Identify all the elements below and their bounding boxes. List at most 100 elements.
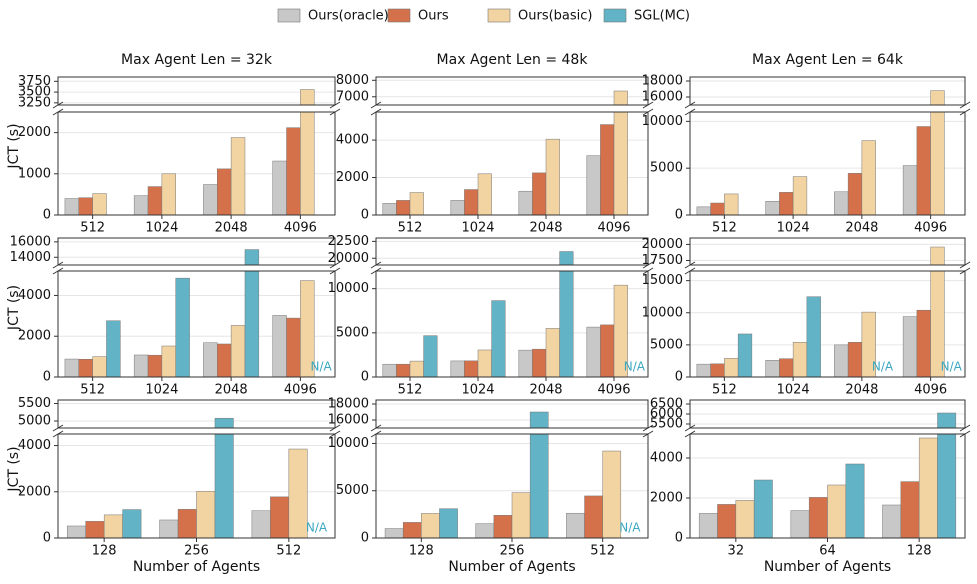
bar [710,202,725,216]
y-tick-label: 6500 [650,397,683,412]
bar [230,137,246,216]
y-tick-label: 0 [361,208,369,223]
bar [717,504,737,539]
bar [177,509,197,539]
axis-break [375,105,649,112]
legend-swatch [387,8,411,23]
break-mark [329,424,341,432]
bar [64,358,80,378]
y-tick-label: 4000 [650,451,683,466]
y-tick-label: 3250 [18,95,51,110]
bar [230,325,246,378]
bar [696,363,711,378]
axis-break [689,265,966,271]
bar [286,317,301,378]
break-mark [684,101,696,109]
y-tick-label: 2000 [18,125,51,140]
y-tick-label: 2000 [18,484,51,499]
y-tick-label: 16000 [328,413,369,428]
x-tick-label: 1024 [777,383,810,398]
bar [491,300,506,378]
bar [409,360,424,378]
x-tick-label: 1024 [461,383,494,398]
y-tick-label: 2000 [650,491,683,506]
break-mark [52,108,64,116]
y-tick-label: 7000 [336,89,369,104]
y-axis-label: JCT (s) [6,285,22,331]
y-tick-label: 5000 [336,483,369,498]
bar [834,344,849,378]
legend-swatch [603,8,627,23]
bar [270,496,290,539]
y-tick-label: 5000 [650,337,683,352]
bar [600,324,615,378]
legend-label: SGL(MC) [634,9,690,24]
x-tick-label: 256 [500,544,525,559]
axes-frame [689,433,966,539]
break-mark [642,261,654,269]
panel-title: Max Agent Len = 64k [752,52,904,68]
bar [584,495,603,539]
bar [64,198,80,216]
x-tick-label: 1024 [461,221,494,236]
x-tick-label: 1024 [777,221,810,236]
axes-frame [689,76,966,106]
na-label: N/A [619,521,641,535]
bar [518,190,533,216]
bar [792,342,808,378]
break-mark [642,424,654,432]
bar [161,345,176,378]
y-tick-label: 6000 [650,407,683,422]
x-tick-label: 2048 [215,221,248,236]
axes-frame [375,76,649,106]
break-mark [370,424,382,432]
bar [409,192,424,216]
bar [493,515,513,539]
break-mark [642,108,654,116]
bar [602,450,622,539]
bar [203,184,218,216]
y-tick-label: 5500 [650,417,683,432]
y-tick-label: 4000 [18,438,51,453]
bar [861,140,876,216]
y-tick-label: 5000 [336,325,369,340]
bar [122,509,142,539]
x-tick-label: 32 [728,544,745,559]
bar [78,359,93,378]
break-mark [329,108,341,116]
bar [92,193,107,216]
bar [545,328,560,378]
bar [918,437,938,539]
bar [272,315,287,378]
axes-frame [689,270,966,378]
bar [66,525,86,539]
bar [92,356,107,378]
y-tick-label: 0 [43,370,51,385]
break-mark [329,101,341,109]
y-tick-label: 10000 [642,114,683,129]
bar [85,521,105,539]
y-tick-label: 10000 [328,281,369,296]
bar [477,349,492,378]
x-tick-label: 1024 [145,221,178,236]
x-tick-label: 128 [907,544,932,559]
bar [724,193,739,216]
axes-frame [375,399,649,429]
break-mark [370,267,382,275]
bar [133,354,149,378]
axis-break [375,428,649,434]
x-tick-label: 128 [92,544,117,559]
break-mark [329,430,341,438]
x-axis-label: Number of Agents [764,559,891,575]
bar [696,206,711,216]
legend-label: Ours [418,9,449,24]
y-tick-label: 2000 [18,329,51,344]
break-mark [329,267,341,275]
break-mark [642,267,654,275]
x-tick-label: 256 [184,544,209,559]
y-tick-label: 0 [675,370,683,385]
bar [792,176,808,216]
bar [439,508,458,539]
y-tick-label: 5000 [650,161,683,176]
y-axis-label: JCT (s) [6,446,22,492]
